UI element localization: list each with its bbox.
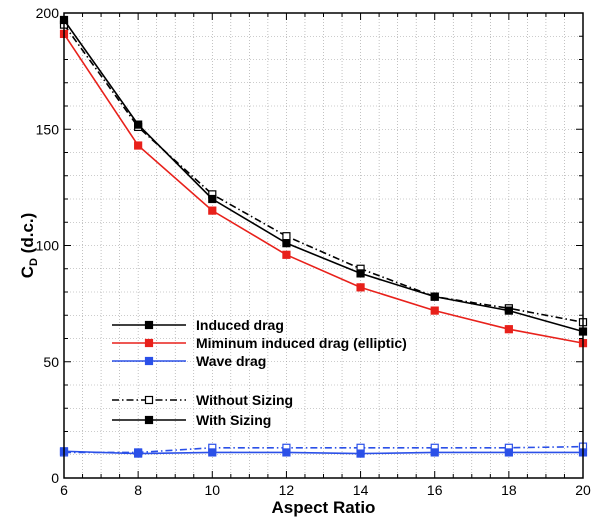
series-line xyxy=(63,33,584,344)
data-point xyxy=(134,141,143,150)
data-point xyxy=(356,269,365,278)
legend-item: Without Sizing xyxy=(112,392,293,408)
data-point xyxy=(282,250,291,259)
series-line xyxy=(63,19,584,333)
series-2 xyxy=(59,29,588,348)
x-tick-label: 20 xyxy=(575,482,591,498)
y-tick-label: 100 xyxy=(36,238,60,254)
legend-item: Induced drag xyxy=(112,317,284,333)
data-point xyxy=(430,448,439,457)
legend-marker xyxy=(144,415,154,425)
legend-item: Miminum induced drag (elliptic) xyxy=(112,335,407,351)
legend: Induced drag Miminum induced drag (ellipt… xyxy=(112,317,407,428)
x-tick-label: 18 xyxy=(501,482,517,498)
plot-frame xyxy=(63,12,584,479)
legend-marker xyxy=(144,395,154,405)
legend-label: With Sizing xyxy=(196,412,271,428)
series-line xyxy=(63,450,583,455)
data-point xyxy=(430,306,439,315)
data-point xyxy=(208,448,217,457)
data-point xyxy=(282,232,291,241)
grid xyxy=(64,13,583,478)
data-point xyxy=(356,283,365,292)
data-point xyxy=(282,239,291,248)
data-point xyxy=(208,206,217,215)
x-tick-label: 10 xyxy=(204,482,220,498)
series-line xyxy=(63,24,584,324)
data-point xyxy=(134,120,143,129)
legend-marker xyxy=(144,338,154,348)
legend-marker xyxy=(144,356,154,366)
x-tick-label: 16 xyxy=(427,482,443,498)
x-axis-title: Aspect Ratio xyxy=(272,498,376,517)
data-point xyxy=(504,325,513,334)
legend-marker xyxy=(144,320,154,330)
y-tick-label: 50 xyxy=(43,354,59,370)
y-tick-label: 150 xyxy=(36,121,60,137)
legend-item: Wave drag xyxy=(112,353,266,369)
legend-label: Without Sizing xyxy=(196,392,293,408)
x-tick-label: 8 xyxy=(134,482,142,498)
y-axis-title: CD (d.c.) xyxy=(18,213,40,279)
y-tick-label: 200 xyxy=(36,5,60,21)
data-point xyxy=(504,306,513,315)
data-point xyxy=(208,194,217,204)
data-point xyxy=(504,448,513,457)
y-tick-label: 0 xyxy=(51,470,59,486)
data-point xyxy=(134,449,143,458)
legend-label: Miminum induced drag (elliptic) xyxy=(196,335,407,351)
x-tick-label: 12 xyxy=(279,482,295,498)
x-tick-label: 6 xyxy=(60,482,68,498)
legend-label: Wave drag xyxy=(196,353,266,369)
legend-item: With Sizing xyxy=(112,412,271,428)
data-point xyxy=(356,449,365,458)
series-group xyxy=(59,15,588,458)
data-point xyxy=(430,292,439,301)
legend-label: Induced drag xyxy=(196,317,284,333)
data-point xyxy=(282,448,291,457)
x-tick-label: 14 xyxy=(353,482,369,498)
